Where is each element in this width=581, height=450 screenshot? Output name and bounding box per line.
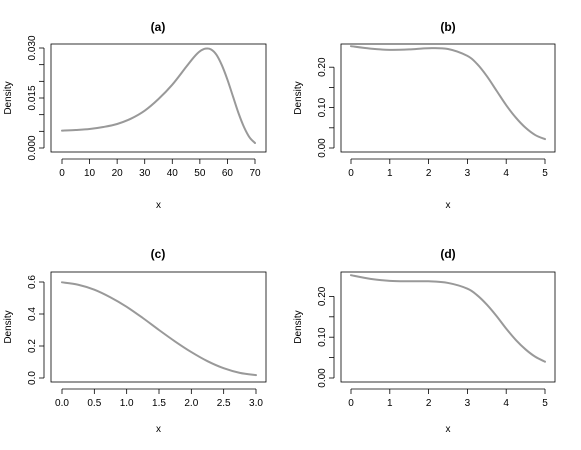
panel-d: (d) 0 1 2 3 4 5 x 0.00 0.10 0.20 Density	[293, 247, 556, 435]
x-axis-label: x	[156, 424, 161, 435]
x-tick-label: 1	[387, 168, 393, 179]
density-curve	[350, 274, 546, 363]
y-tick-label: 0.4	[27, 307, 38, 321]
x-tick-label: 3	[465, 398, 471, 409]
panel-title: (b)	[440, 20, 455, 34]
y-tick-label: 0.000	[27, 135, 38, 160]
x-tick-label: 0.5	[87, 398, 101, 409]
x-tick-label: 60	[222, 168, 234, 179]
x-axis-label: x	[156, 200, 161, 211]
y-tick-label: 0.10	[317, 327, 328, 347]
x-axis-label: x	[446, 424, 451, 435]
x-tick-label: 50	[194, 168, 206, 179]
x-tick-label: 3.0	[249, 398, 263, 409]
x-tick-label: 2.5	[217, 398, 231, 409]
y-tick-label: 0.2	[27, 339, 38, 353]
plot-frame	[340, 271, 556, 383]
x-tick-label: 0	[348, 168, 354, 179]
x-tick-label: 1.0	[120, 398, 134, 409]
y-tick-label: 0.0	[27, 371, 38, 385]
x-tick-label: 1	[387, 398, 393, 409]
y-axis-label: Density	[293, 310, 304, 343]
panel-title: (c)	[151, 247, 166, 261]
panel-c: (c) 0.0 0.5 1.0 1.5 2.0 2.5 3.0 x 0.0 0.2 0.4 0.6 Den…	[3, 247, 267, 435]
y-tick-label: 0.00	[317, 138, 328, 158]
panel-a: (a) 0 10 20 30 40 50 60 70 x 0.000 0.015 0.030 Densit…	[3, 20, 267, 211]
plot-frame	[50, 43, 267, 153]
y-axis-label: Density	[3, 81, 14, 114]
x-tick-label: 40	[167, 168, 179, 179]
y-tick-label: 0.20	[317, 286, 328, 306]
x-tick-label: 0	[59, 168, 65, 179]
x-tick-label: 30	[139, 168, 151, 179]
x-tick-label: 20	[112, 168, 124, 179]
y-tick-label: 0.015	[27, 85, 38, 110]
y-axis-label: Density	[293, 81, 304, 114]
panel-title: (d)	[440, 247, 455, 261]
x-tick-label: 5	[542, 168, 548, 179]
x-tick-label: 2	[426, 398, 432, 409]
panel-title: (a)	[151, 20, 166, 34]
x-tick-label: 2	[426, 168, 432, 179]
x-tick-label: 70	[249, 168, 261, 179]
y-tick-label: 0.10	[317, 97, 328, 117]
x-tick-label: 10	[84, 168, 96, 179]
x-axis-label: x	[446, 200, 451, 211]
panel-b: (b) 0 1 2 3 4 5 x 0.00 0.10 0.20 Density	[293, 20, 556, 211]
x-tick-label: 1.5	[152, 398, 166, 409]
x-tick-label: 0	[348, 398, 354, 409]
y-tick-label: 0.030	[27, 35, 38, 60]
x-tick-label: 0.0	[55, 398, 69, 409]
plot-frame	[340, 43, 556, 153]
x-tick-label: 5	[542, 398, 548, 409]
density-curve	[350, 45, 546, 141]
x-tick-label: 3	[465, 168, 471, 179]
x-tick-label: 4	[503, 168, 509, 179]
y-tick-label: 0.6	[27, 275, 38, 289]
density-curve	[61, 47, 256, 144]
y-axis-label: Density	[3, 310, 14, 343]
y-tick-label: 0.00	[317, 368, 328, 388]
x-tick-label: 4	[503, 398, 509, 409]
density-curve	[61, 281, 257, 377]
plot-frame	[50, 271, 267, 383]
y-tick-label: 0.20	[317, 57, 328, 77]
x-tick-label: 2.0	[184, 398, 198, 409]
